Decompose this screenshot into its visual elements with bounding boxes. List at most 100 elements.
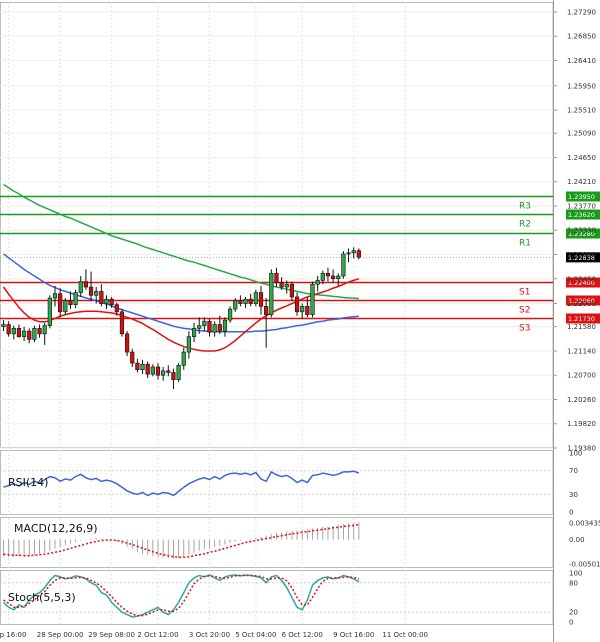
candle-bear	[325, 272, 331, 277]
candle-bear	[289, 283, 295, 298]
ma-fast-line	[2, 278, 360, 352]
level-badge-r1	[566, 228, 600, 239]
price-tick-label: 1.23330	[567, 227, 596, 235]
price-tick-label: 1.19380	[567, 445, 596, 453]
level-value-r2: 1.23620	[568, 211, 595, 219]
level-name-s2: S2	[519, 306, 530, 316]
candle-bull	[161, 370, 166, 376]
candle-bull	[284, 283, 289, 288]
candle-bull	[42, 325, 47, 335]
candle-bull	[78, 281, 83, 293]
stoch-tick-label: 0	[569, 619, 573, 627]
candle-bear	[6, 324, 11, 335]
candle-bull	[150, 366, 155, 375]
candle-bull	[346, 252, 351, 255]
level-badge-r3	[566, 191, 600, 202]
candle-bear	[109, 298, 114, 305]
price-tick-label: 1.26850	[567, 33, 596, 41]
price-tick-label: 1.25950	[567, 82, 596, 90]
candle-bear	[16, 328, 22, 337]
candle-bull	[351, 250, 356, 254]
current-price-value: 1.22838	[568, 254, 595, 262]
candle-bull	[253, 292, 258, 304]
price-tick-label: 1.21140	[567, 347, 596, 355]
level-name-r2: R2	[519, 220, 531, 230]
price-tick-label: 1.25510	[567, 107, 596, 115]
time-tick-label: 2 Oct 12:00	[137, 631, 178, 639]
candle-bull	[21, 330, 27, 337]
candle-bear	[330, 275, 336, 280]
candle-bull	[11, 328, 16, 335]
candle-bear	[294, 296, 300, 313]
candle-bull	[73, 292, 78, 305]
price-tick-label: 1.19820	[567, 420, 596, 428]
level-badge-s1	[566, 277, 600, 288]
candle-bear	[264, 306, 269, 315]
candle-bear	[125, 333, 130, 353]
rsi-tick-label: 70	[569, 467, 578, 475]
time-tick-label: 29 Sep 08:00	[88, 631, 135, 639]
candle-bull	[191, 328, 197, 337]
candle-bear	[274, 272, 279, 283]
candle-bull	[320, 272, 325, 281]
time-tick-label: 9 Oct 16:00	[333, 631, 374, 639]
price-tick-label: 1.22890	[567, 251, 596, 259]
candle-bull	[222, 319, 228, 332]
candle-bear	[88, 286, 94, 296]
macd-label: MACD(12,26,9)	[14, 522, 98, 535]
moving-averages	[2, 183, 360, 352]
candle-bull	[212, 324, 217, 333]
candle-bear	[207, 320, 212, 333]
candle-bear	[37, 328, 42, 335]
candle-bull	[63, 300, 68, 313]
price-tick-label: 1.27290	[567, 8, 596, 16]
candle-bull	[269, 272, 274, 315]
candle-bull	[186, 336, 192, 353]
candle-bear	[119, 311, 125, 335]
candle-bull	[47, 297, 52, 326]
grid	[0, 0, 554, 642]
candle-bear	[27, 330, 32, 340]
rsi-line	[3, 470, 360, 497]
level-name-s3: S3	[519, 324, 530, 334]
rsi-panel: RSI(14)	[0, 470, 553, 497]
time-tick-label: 28 Sep 00:00	[37, 631, 84, 639]
candle-bear	[99, 291, 104, 304]
price-tick-label: 1.25090	[567, 130, 596, 138]
candle-bear	[356, 250, 361, 258]
macd-tick-label: -0.005016	[569, 561, 600, 569]
candle-bear	[248, 298, 253, 304]
time-tick-label: 5 Oct 04:00	[235, 631, 276, 639]
level-name-r3: R3	[519, 202, 531, 212]
stoch-panel: Stoch(5,5,3)	[0, 574, 553, 618]
rsi-tick-label: 0	[569, 509, 573, 517]
candle-bear	[171, 372, 176, 380]
macd-tick-label: 0.00	[569, 536, 585, 544]
macd-signal-line	[3, 523, 360, 558]
pivot-levels: 1.23950 R3 1.23620 R2 1.23280 R1 1.22400 S1 1.22…	[0, 191, 600, 334]
level-name-s1: S1	[519, 288, 530, 298]
time-tick-label: 11 Oct 00:00	[382, 631, 428, 639]
candle-bear	[68, 300, 73, 305]
candle-bear	[305, 306, 310, 315]
level-value-s1: 1.22400	[568, 279, 595, 287]
candle-bear	[130, 351, 135, 364]
level-name-r1: R1	[519, 239, 531, 249]
stoch-tick-label: 80	[569, 579, 578, 587]
candle-bull	[233, 300, 238, 310]
stoch-signal-line	[3, 574, 360, 617]
candle-bull	[341, 253, 346, 277]
candle-bull	[1, 324, 6, 328]
price-tick-label: 1.26410	[567, 57, 596, 65]
time-tick-label: 6 Oct 12:00	[282, 631, 323, 639]
price-tick-label: 1.22450	[567, 275, 596, 283]
price-tick-label: 1.24650	[567, 154, 596, 162]
candle-bull	[32, 328, 37, 340]
price-tick-label: 1.23770	[567, 202, 596, 210]
stoch-label: Stoch(5,5,3)	[8, 591, 76, 604]
candle-bear	[58, 293, 63, 313]
rsi-tick-label: 30	[569, 491, 578, 499]
price-tick-label: 1.21580	[567, 323, 596, 331]
macd-panel: MACD(12,26,9)	[3, 522, 360, 559]
